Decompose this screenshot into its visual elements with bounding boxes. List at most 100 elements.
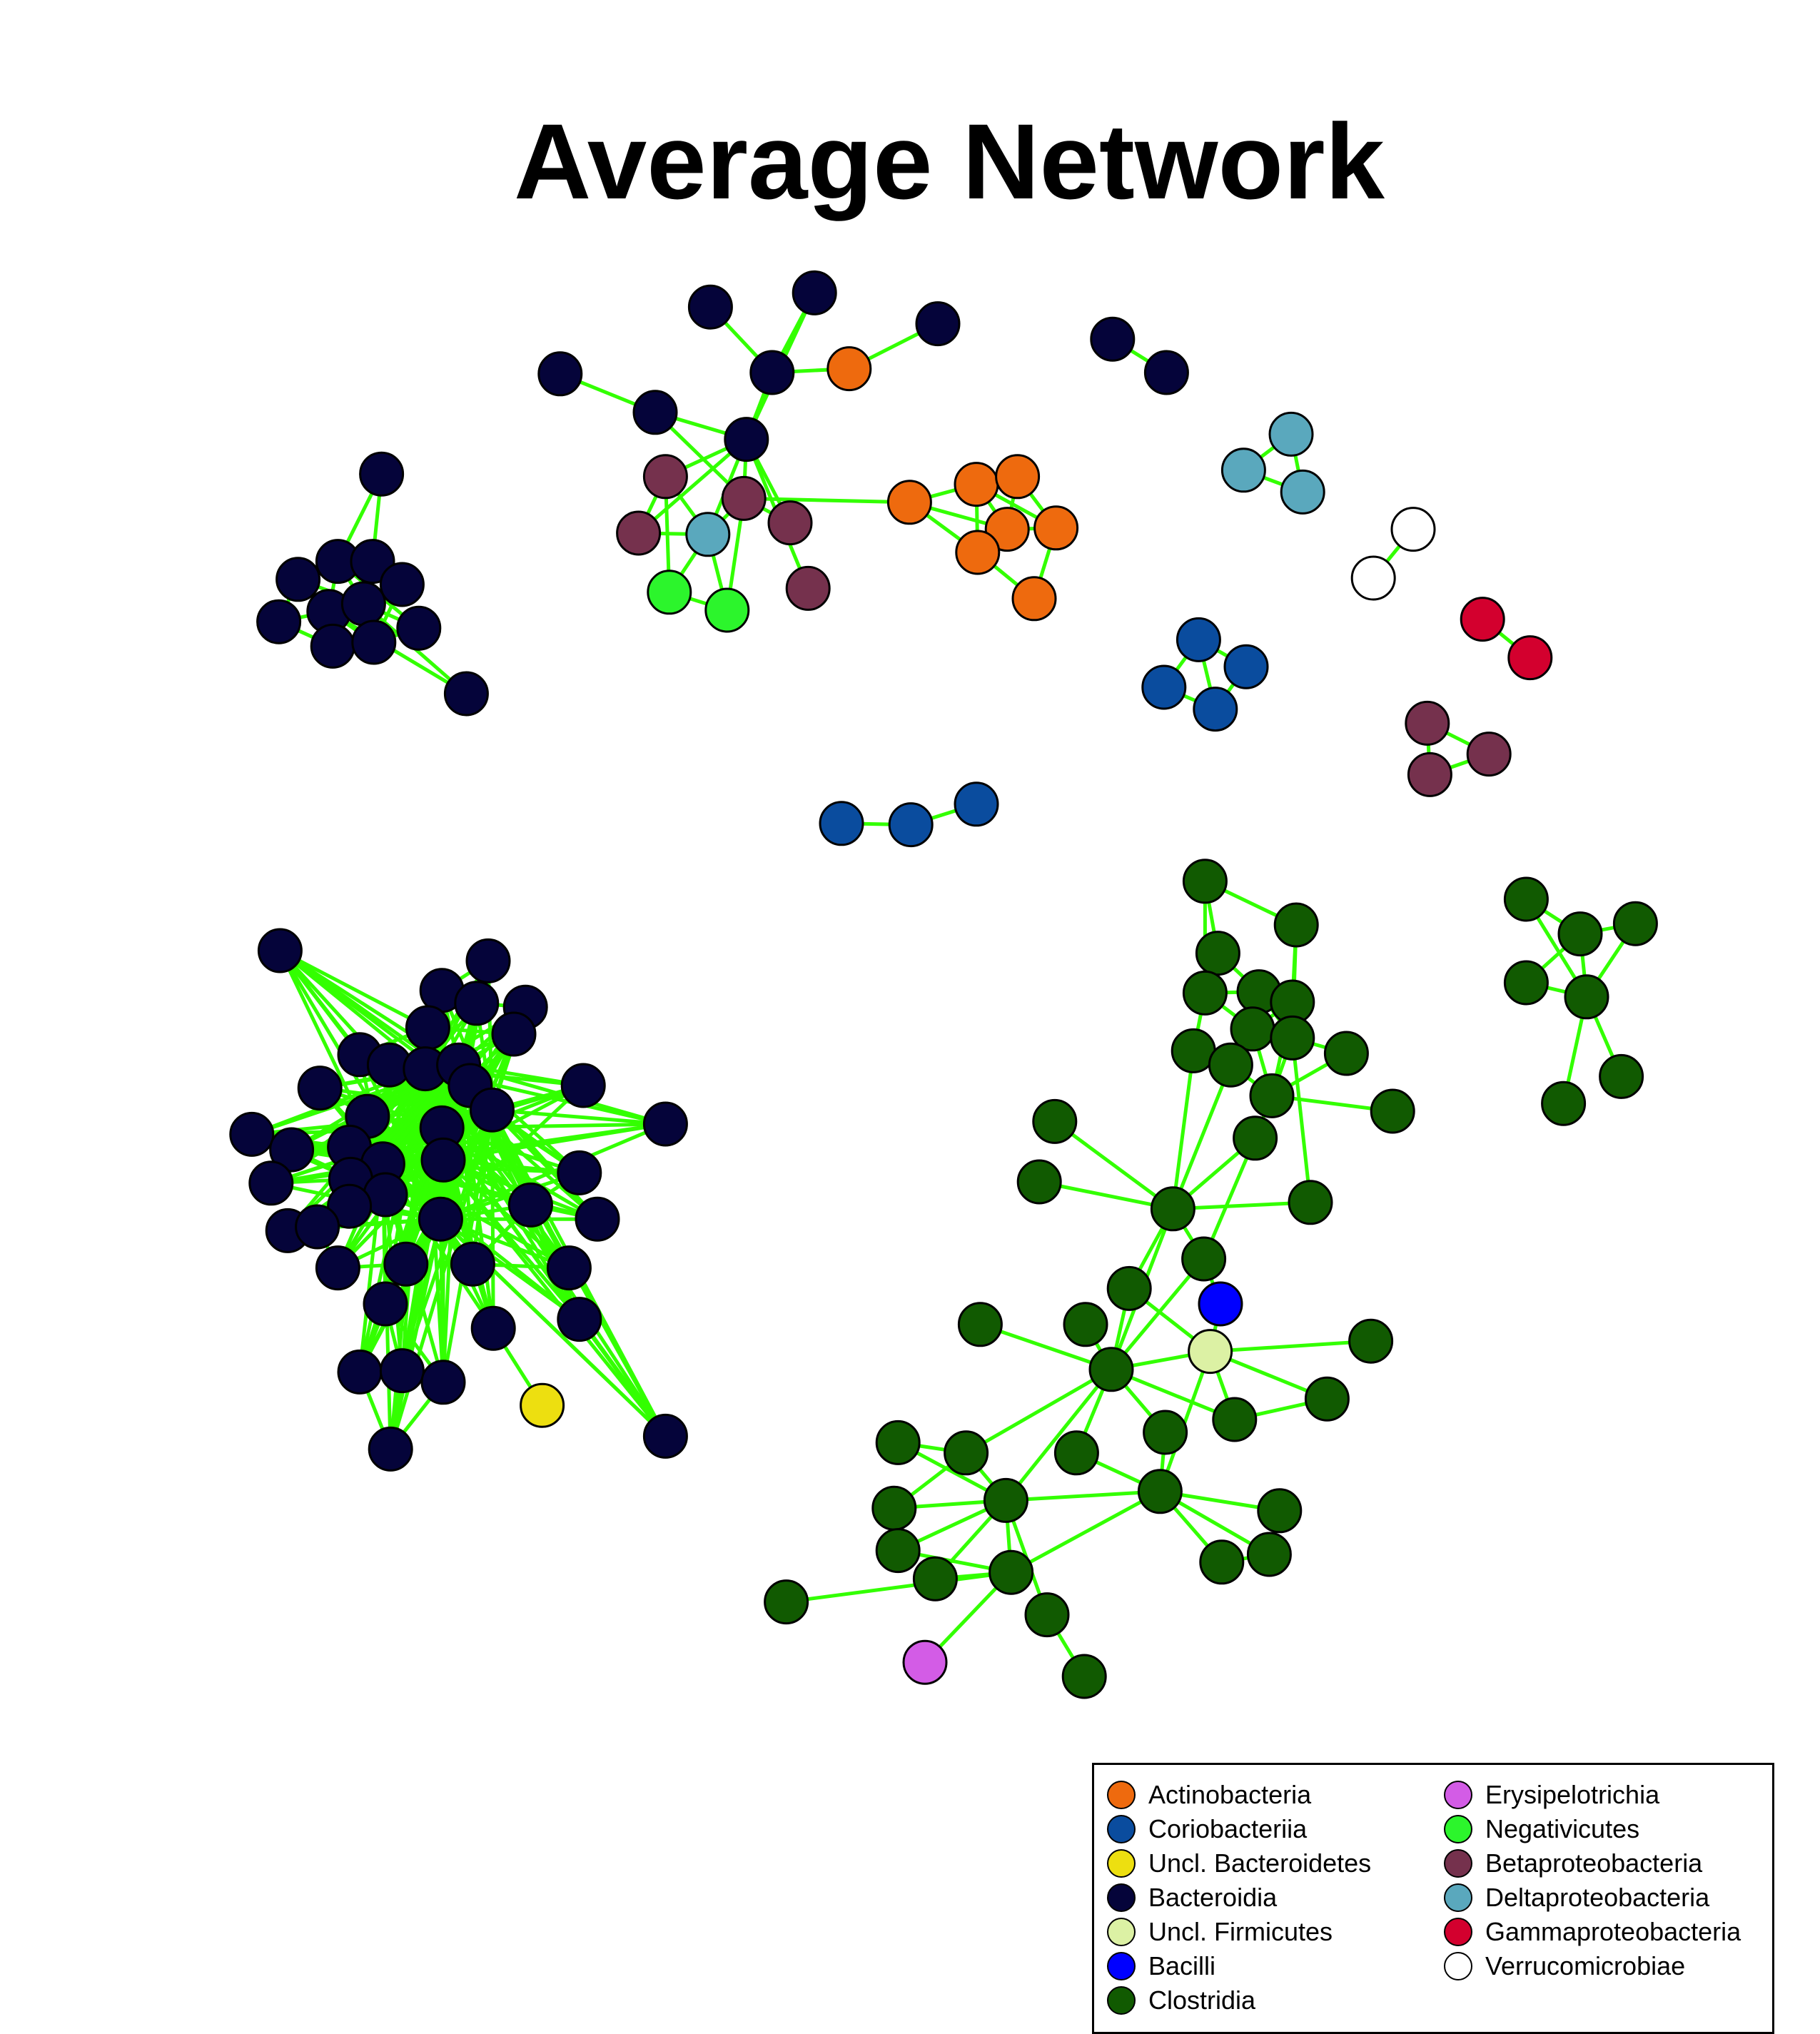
legend: Actinobacteria Coriobacteriia Uncl. Bacter… xyxy=(1092,1763,1774,2034)
node-clo-R4 xyxy=(1503,960,1549,1006)
node-cor-c5 xyxy=(819,801,864,846)
edge-K14-K17 xyxy=(1053,1120,1174,1210)
node-clo-K31 xyxy=(1137,1469,1183,1514)
legend-swatch-ery xyxy=(1444,1781,1472,1809)
node-clo-K11 xyxy=(1323,1031,1369,1076)
node-clo-K40 xyxy=(764,1579,809,1625)
node-cor-c2 xyxy=(1223,644,1269,689)
node-bac-b6 xyxy=(632,390,678,435)
node-beta-p7 xyxy=(1466,732,1512,777)
node-act-a1 xyxy=(826,346,872,392)
edge-K21-K24 xyxy=(979,1322,1112,1372)
node-bac-L38 xyxy=(363,1281,408,1327)
node-clo-K35 xyxy=(875,1528,921,1574)
node-bac-L30 xyxy=(418,1196,463,1242)
edge-K24-K32 xyxy=(1004,1368,1113,1502)
legend-label-ufir: Uncl. Firmicutes xyxy=(1148,1917,1333,1946)
node-bac-L45 xyxy=(642,1413,688,1459)
node-bac-L24 xyxy=(557,1150,602,1195)
edge-K16-K17 xyxy=(1038,1180,1173,1211)
legend-swatch-ver xyxy=(1444,1952,1472,1980)
legend-item-gamma: Gammaproteobacteria xyxy=(1444,1915,1741,1949)
legend-label-ubac: Uncl. Bacteroidetes xyxy=(1148,1848,1372,1878)
node-clo-K4 xyxy=(1182,970,1228,1016)
node-clo-K34 xyxy=(1257,1488,1303,1534)
node-bac-t1 xyxy=(359,451,405,497)
legend-label-beta: Betaproteobacteria xyxy=(1485,1848,1703,1878)
node-bac-b3 xyxy=(915,301,961,347)
legend-label-bcl: Bacilli xyxy=(1148,1951,1216,1980)
legend-item-cor: Coriobacteriia xyxy=(1107,1812,1371,1846)
legend-swatch-neg xyxy=(1444,1815,1472,1843)
node-bac-L33 xyxy=(295,1204,340,1250)
node-clo-K20 xyxy=(1106,1265,1152,1311)
legend-column-2: Erysipelotrichia Negativicutes Betaproteob… xyxy=(1444,1778,1741,1983)
legend-swatch-gamma xyxy=(1444,1918,1472,1946)
node-clo-K13 xyxy=(1370,1088,1415,1134)
node-neg-n2 xyxy=(704,587,750,633)
node-bac-t8 xyxy=(256,599,302,644)
legend-swatch-cor xyxy=(1107,1815,1136,1843)
legend-item-neg: Negativicutes xyxy=(1444,1812,1741,1846)
node-clo-K39 xyxy=(989,1549,1034,1595)
legend-label-bac: Bacteroidia xyxy=(1148,1883,1278,1912)
node-gamma-g2 xyxy=(1507,635,1553,681)
node-clo-K24 xyxy=(1088,1347,1134,1392)
node-bac-L44 xyxy=(368,1426,413,1472)
edge-K10-K17 xyxy=(1171,1064,1233,1210)
node-clo-K14 xyxy=(1032,1098,1078,1144)
node-bac-L36 xyxy=(450,1241,495,1287)
node-bac-L42 xyxy=(379,1348,425,1394)
node-clo-K19 xyxy=(1181,1236,1227,1282)
node-clo-R5 xyxy=(1564,974,1609,1020)
legend-swatch-beta xyxy=(1444,1849,1472,1878)
node-clo-K22 xyxy=(1063,1302,1108,1347)
node-bac-L18 xyxy=(269,1127,315,1173)
node-bac-L29 xyxy=(507,1182,553,1228)
edge-u1-K31 xyxy=(1158,1350,1212,1492)
node-cor-c6 xyxy=(888,802,934,848)
node-ubac-y1 xyxy=(520,1382,565,1428)
edge-K24-K29 xyxy=(965,1367,1113,1454)
node-beta-p4 xyxy=(616,510,662,556)
node-clo-K8 xyxy=(1270,1015,1315,1061)
edge-L16-L39 xyxy=(490,1110,495,1329)
node-bac-b2 xyxy=(792,270,837,315)
legend-item-ubac: Uncl. Bacteroidetes xyxy=(1107,1846,1371,1881)
node-bac-L25 xyxy=(248,1160,294,1206)
network-graph xyxy=(229,270,1658,1699)
node-act-a7 xyxy=(955,530,1001,575)
node-clo-K27 xyxy=(1143,1410,1188,1455)
node-bac-b7 xyxy=(724,417,769,462)
node-clo-K18 xyxy=(1288,1180,1333,1225)
node-clo-K36 xyxy=(1199,1539,1245,1585)
node-clo-R1 xyxy=(1503,876,1549,922)
legend-swatch-ufir xyxy=(1107,1918,1136,1946)
node-bac-L40 xyxy=(557,1297,602,1342)
legend-label-ery: Erysipelotrichia xyxy=(1485,1780,1660,1809)
node-delta-d1 xyxy=(685,512,731,557)
node-clo-K33 xyxy=(871,1485,917,1531)
node-bcl-q1 xyxy=(1198,1281,1243,1327)
node-bac-L14 xyxy=(560,1063,606,1108)
legend-swatch-ubac xyxy=(1107,1849,1136,1878)
node-gamma-g1 xyxy=(1460,597,1505,642)
edge-t6-t12 xyxy=(328,609,467,696)
node-bac-L2 xyxy=(465,938,511,983)
legend-swatch-act xyxy=(1107,1781,1136,1809)
legend-item-act: Actinobacteria xyxy=(1107,1778,1371,1812)
legend-item-beta: Betaproteobacteria xyxy=(1444,1846,1741,1881)
node-bac-L1 xyxy=(257,928,303,973)
node-bac-L7 xyxy=(491,1011,537,1057)
edge-L11-L20 xyxy=(457,1063,667,1126)
legend-item-clo: Clostridia xyxy=(1107,1983,1371,2018)
node-clo-K41 xyxy=(1024,1592,1070,1638)
node-neg-n1 xyxy=(647,570,692,615)
edge-K31-K39 xyxy=(1010,1489,1161,1574)
node-bac-b4 xyxy=(537,351,583,397)
legend-swatch-delta xyxy=(1444,1883,1472,1912)
edge-K9-K17 xyxy=(1171,1051,1195,1210)
node-beta-p3 xyxy=(767,500,813,546)
node-bac-t7 xyxy=(340,581,386,627)
node-beta-p6 xyxy=(1405,700,1450,746)
